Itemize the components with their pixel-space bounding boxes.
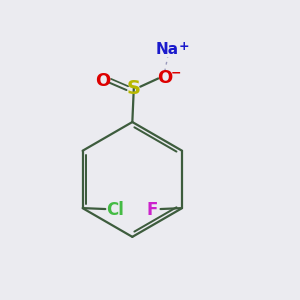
Text: O: O bbox=[95, 72, 110, 90]
Text: +: + bbox=[178, 40, 189, 53]
Text: Na: Na bbox=[156, 42, 179, 57]
Text: O: O bbox=[157, 69, 172, 87]
Text: −: − bbox=[171, 66, 181, 79]
Text: F: F bbox=[147, 201, 158, 219]
Text: S: S bbox=[127, 79, 141, 98]
Text: Cl: Cl bbox=[106, 201, 124, 219]
